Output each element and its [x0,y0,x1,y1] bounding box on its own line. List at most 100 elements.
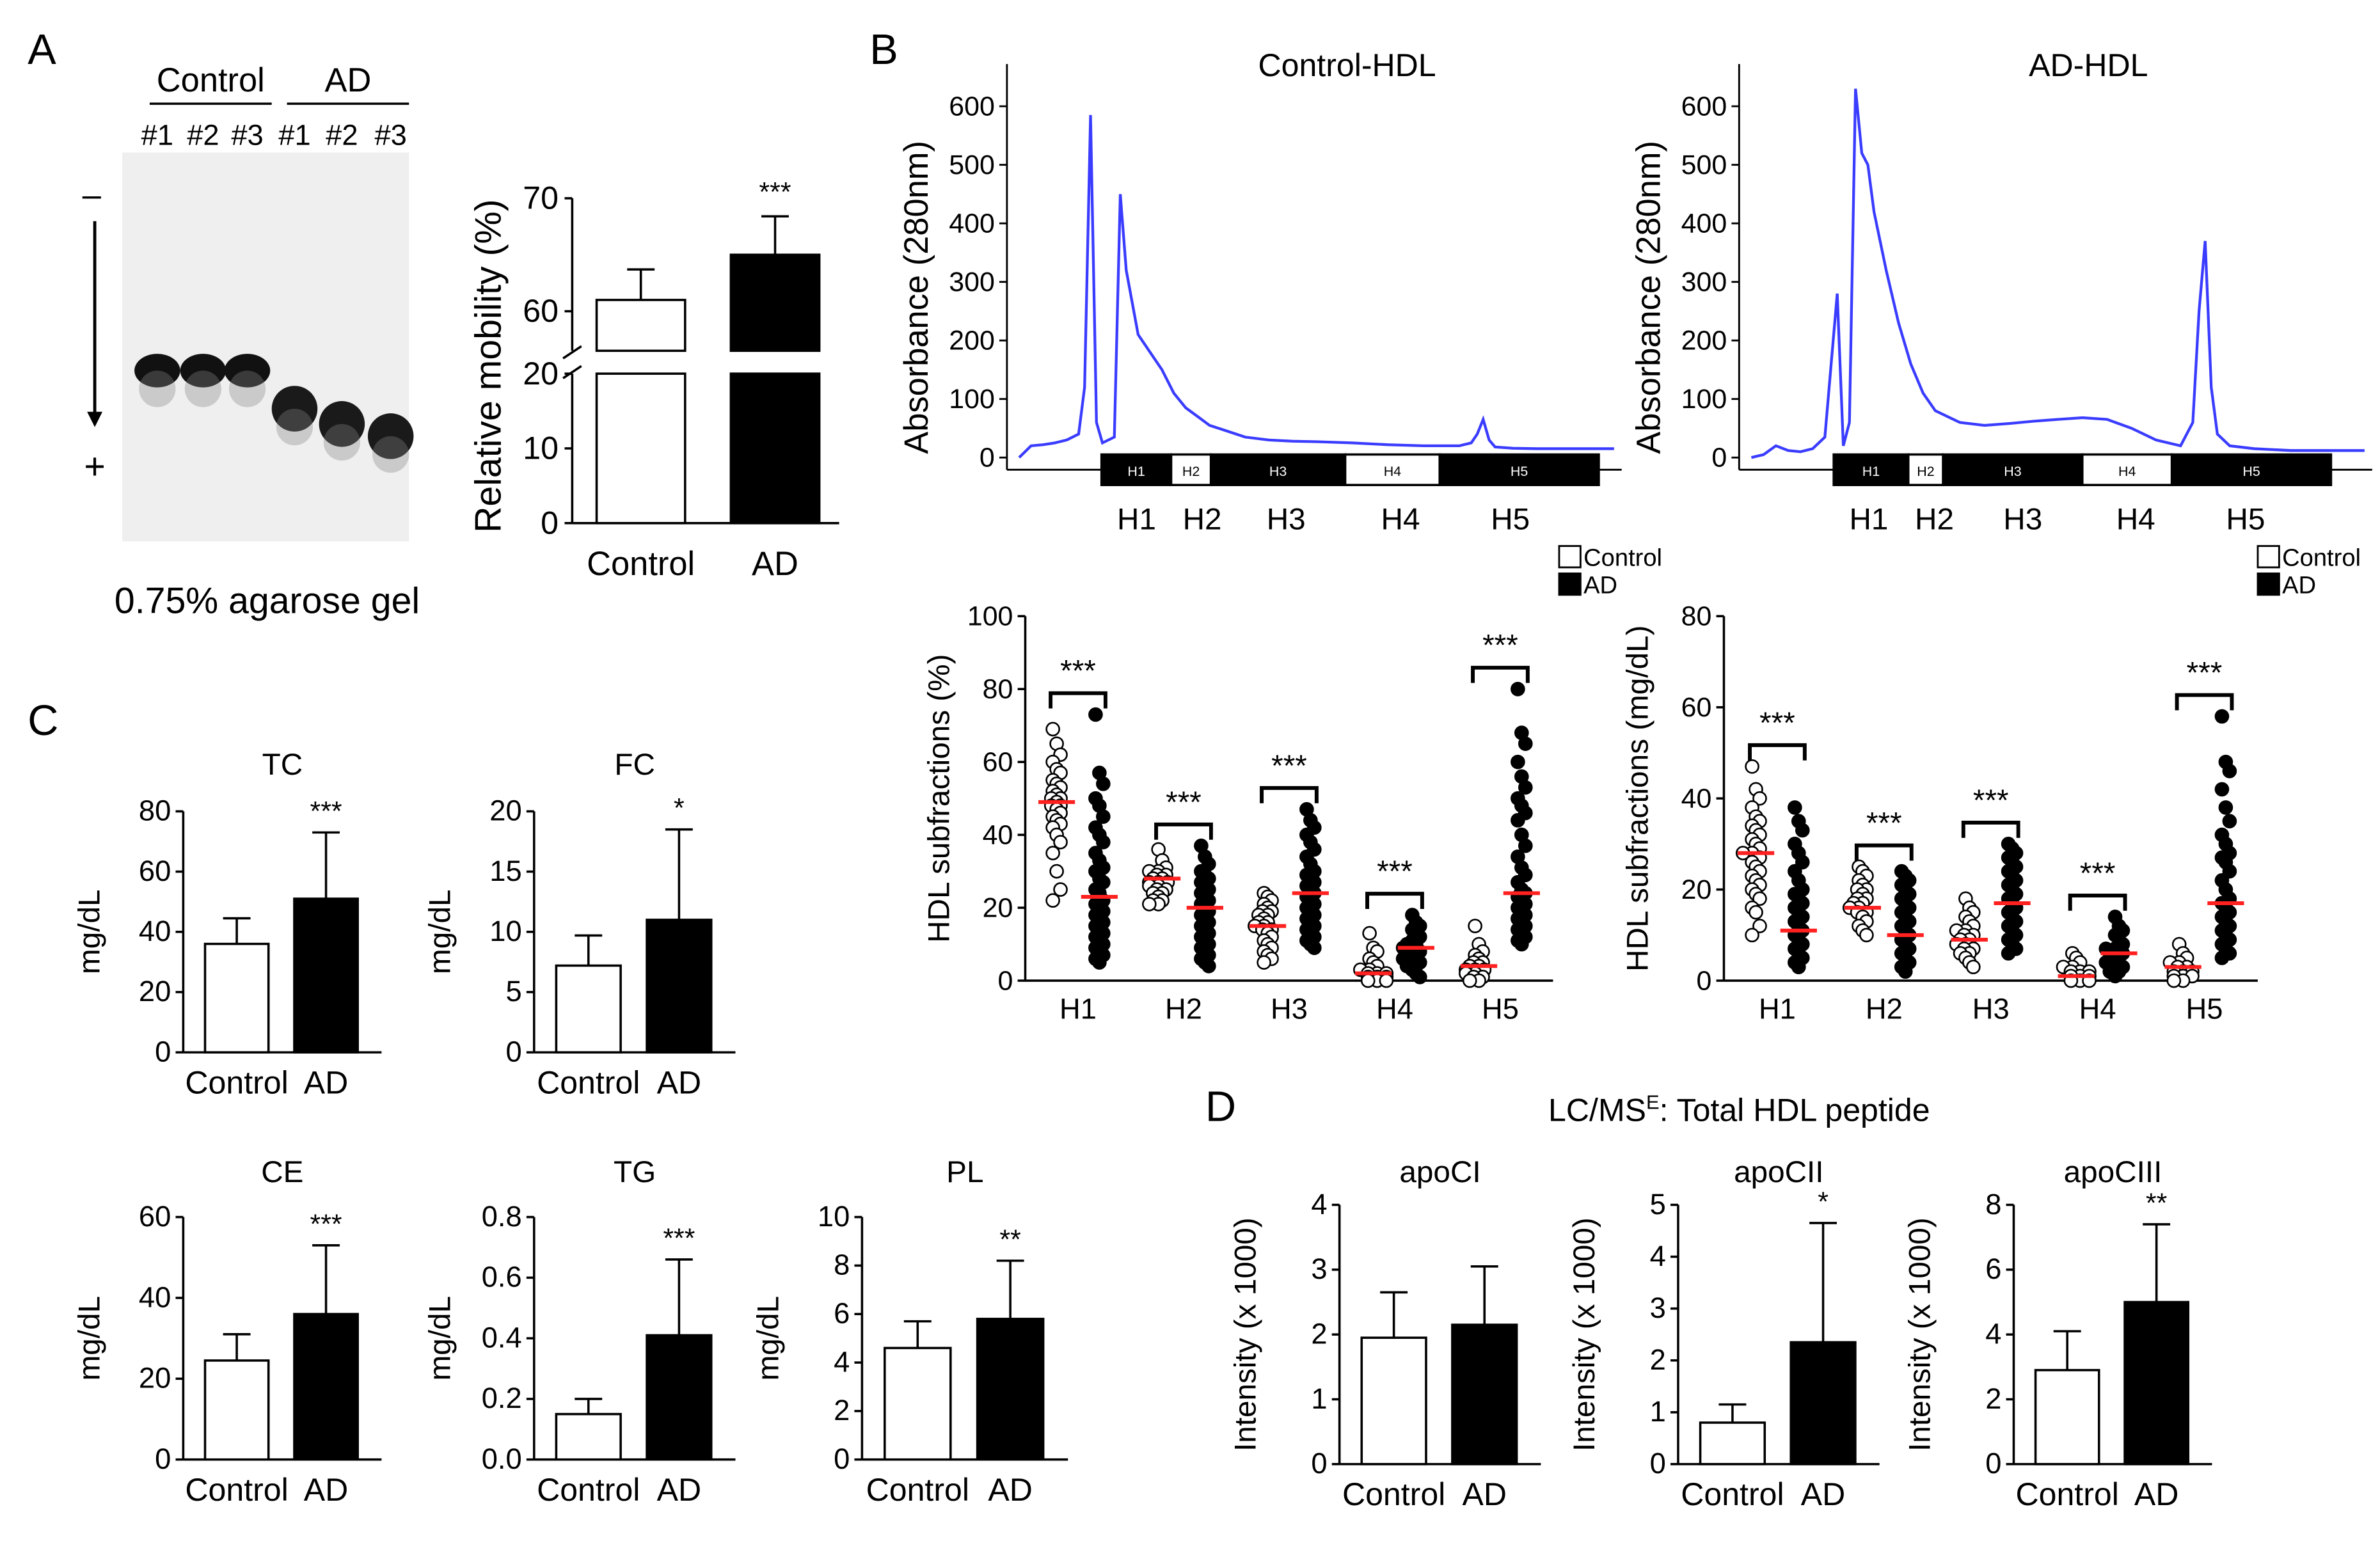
y-tick-label: 80 [1681,601,1712,632]
gel-panel: Control AD #1 #2 #3 #1 #2 #3 – + 0.75% agaros… [83,62,420,621]
x-tick-label: AD [657,1064,702,1100]
bar-gap [726,352,824,372]
gel-lane-label: #1 [141,119,173,152]
bar-chart-apociii: apoCIII 0 2 4 6 8 Intensity (x 1000) Control AD *… [1903,1155,2212,1512]
x-tick-label: AD [1801,1476,1846,1512]
bar-control [2034,1369,2100,1465]
y-tick-label: 4 [1985,1318,2001,1350]
x-tick-label: H3 [1972,993,2010,1025]
y-tick-label: 4 [834,1345,850,1378]
bar-ad [976,1318,1045,1461]
significance-marker: *** [310,796,342,826]
y-tick-label: 400 [1681,208,1727,239]
bar-chart-ce: CE 0 20 40 60 mg/dL Control AD *** [72,1155,382,1508]
bar-chart-tc: TC 0 20 40 60 80 mg/dL Control AD *** [72,748,382,1100]
y-tick-label: 0.6 [482,1261,522,1293]
y-tick-label: 20 [983,892,1013,923]
significance-marker: *** [1759,706,1795,740]
panel-label-c: C [28,697,58,745]
chart-title: apoCIII [2064,1155,2162,1189]
chart-title: Control-HDL [1258,47,1436,83]
x-tick-label: H2 [1165,993,1202,1025]
ad-point [1096,809,1111,824]
significance-marker: *** [1166,786,1202,819]
fraction-segment [1209,453,1347,486]
y-tick-label: 5 [506,975,522,1007]
significance-marker: ** [999,1224,1021,1255]
fraction-segment-label: H3 [1269,464,1287,479]
x-tick-label: H4 [2079,993,2116,1025]
x-tick-label: AD [2134,1476,2179,1512]
control-point [1462,973,1477,988]
x-tick-label: Control [185,1472,288,1508]
y-tick-label: 100 [949,384,995,415]
fraction-segment-label: H2 [1917,464,1934,479]
fraction-segment [1170,453,1212,486]
control-point [1745,928,1759,943]
y-tick-label: 300 [1681,267,1727,297]
y-tick-label: 80 [139,794,171,827]
legend-label-ad: AD [1583,571,1617,599]
fraction-label: H2 [1183,502,1222,536]
y-tick-label: 8 [834,1249,850,1281]
legend-label-ad: AD [2282,571,2316,599]
y-tick-label: 1 [1650,1395,1666,1428]
ad-point [1791,960,1806,975]
gel-band-smear [372,436,409,473]
axis-break [562,345,582,359]
gel-group-control: Control [157,62,265,99]
y-tick-label: 40 [139,915,171,947]
x-tick-label: H3 [1271,993,1308,1025]
ad-point [1898,964,1913,979]
fraction-label: H1 [1850,502,1889,536]
significance-marker: ** [2146,1188,2168,1219]
absorbance-trace [1750,88,2365,459]
y-tick-label: 0 [998,965,1013,996]
y-axis-label: mg/dL [424,1296,457,1381]
chart-title: CE [261,1155,303,1189]
significance-bracket [1471,665,1530,683]
bar-control [1360,1336,1427,1465]
y-tick-label: 0 [541,505,559,541]
y-tick-label: 40 [983,819,1013,850]
gel-caption: 0.75% agarose gel [115,580,420,621]
fraction-segment-label: H4 [1384,464,1401,479]
scatter-chart-hdl_pct: 0 20 40 60 80 100 HDL subfractions (%) H1 *** H2 *… [922,544,1662,1025]
gel-band [367,413,414,459]
y-tick-label: 200 [949,326,995,356]
gel-band-smear [276,408,313,446]
y-tick-label: 0 [834,1442,850,1475]
y-tick-label: 20 [139,975,171,1007]
gel-image [122,152,409,542]
significance-bracket [1049,691,1107,709]
ad-point [1511,813,1525,828]
y-axis-label: mg/dL [72,1296,106,1381]
significance-bracket [1260,786,1319,803]
control-point [1142,897,1157,912]
y-tick-label: 6 [1985,1252,2001,1285]
fraction-segment-label: H1 [1862,464,1880,479]
fraction-label: H4 [2116,502,2155,536]
bar-lower-ad [729,372,821,525]
ad-point [1096,835,1111,849]
y-tick-label: 20 [139,1362,171,1394]
ad-point [1518,780,1533,795]
gel-band [224,354,271,388]
y-tick-label: 15 [489,855,521,887]
gel-lane-label: #1 [278,119,310,152]
fraction-segment [1832,453,1910,486]
x-tick-label: H5 [1482,993,1519,1025]
x-tick-label: AD [304,1064,349,1100]
fraction-segment-label: H4 [2118,464,2136,479]
significance-marker: *** [759,177,791,207]
x-tick-label: H1 [1759,993,1796,1025]
ad-point [1306,940,1322,956]
significance-marker: *** [2187,656,2223,690]
chart-title: FC [614,748,655,782]
fraction-label: H2 [1915,502,1954,536]
control-point [1053,835,1068,849]
significance-marker: *** [1866,807,1902,841]
ad-point [1202,958,1216,974]
y-tick-label: 400 [949,208,995,239]
